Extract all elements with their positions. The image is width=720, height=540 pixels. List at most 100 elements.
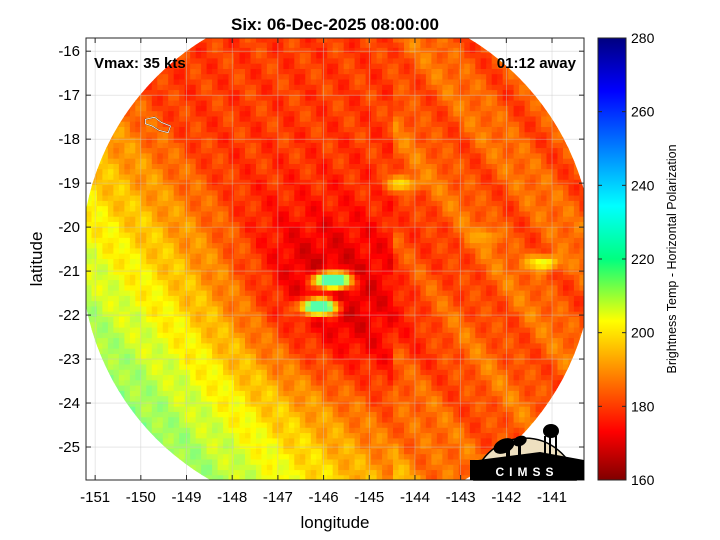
heatmap-cell (327, 400, 334, 407)
heatmap-cell (190, 110, 197, 117)
heatmap-cell (135, 115, 142, 122)
heatmap-cell (250, 84, 257, 91)
heatmap-cell (321, 390, 328, 397)
heatmap-cell (294, 242, 301, 249)
heatmap-cell (354, 94, 361, 101)
heatmap-cell (409, 406, 416, 412)
heatmap-cell (349, 115, 356, 122)
heatmap-cell (404, 200, 411, 207)
heatmap-cell (234, 411, 241, 418)
heatmap-cell (436, 374, 443, 381)
heatmap-cell (256, 84, 263, 91)
heatmap-cell (250, 195, 257, 201)
heatmap-cell (212, 369, 219, 376)
heatmap-cell (376, 326, 383, 333)
heatmap-cell (332, 284, 339, 291)
heatmap-cell (349, 453, 356, 460)
heatmap-cell (140, 326, 147, 333)
heatmap-cell (146, 411, 153, 418)
heatmap-cell (256, 390, 263, 397)
heatmap-cell (305, 189, 312, 196)
heatmap-cell (168, 363, 175, 370)
heatmap-cell (425, 184, 432, 191)
heatmap-cell (277, 443, 284, 449)
heatmap-cell (310, 379, 317, 386)
heatmap-cell (354, 342, 361, 349)
heatmap-cell (179, 115, 186, 122)
heatmap-cell (371, 363, 378, 370)
heatmap-cell (228, 147, 235, 154)
heatmap-cell (425, 63, 432, 69)
heatmap-cell (354, 115, 361, 122)
heatmap-cell (354, 232, 361, 238)
heatmap-cell (404, 226, 411, 233)
heatmap-cell (371, 369, 378, 376)
heatmap-cell (266, 421, 273, 428)
heatmap-cell (113, 184, 120, 191)
heatmap-cell (239, 411, 246, 418)
heatmap-cell (272, 142, 279, 149)
heatmap-cell (168, 342, 175, 349)
heatmap-cell (261, 200, 268, 207)
heatmap-cell (256, 232, 263, 238)
heatmap-cell (398, 316, 405, 323)
heatmap-cell (228, 295, 235, 302)
heatmap-cell (234, 437, 241, 444)
heatmap-cell (168, 121, 175, 127)
heatmap-cell (387, 147, 394, 154)
heatmap-cell (338, 443, 345, 449)
heatmap-cell (266, 458, 273, 465)
heatmap-cell (354, 337, 361, 344)
heatmap-cell (162, 195, 169, 201)
heatmap-cell (206, 205, 213, 212)
heatmap-cell (404, 411, 411, 418)
heatmap-cell (376, 263, 383, 270)
heatmap-cell (239, 416, 246, 423)
heatmap-cell (91, 210, 98, 217)
heatmap-cell (234, 337, 241, 344)
heatmap-cell (316, 226, 323, 233)
heatmap-cell (415, 247, 422, 254)
heatmap-cell (404, 453, 411, 460)
heatmap-cell (387, 195, 394, 201)
heatmap-cell (162, 305, 169, 312)
heatmap-cell (431, 469, 438, 476)
heatmap-cell (365, 305, 372, 312)
heatmap-cell (118, 121, 125, 127)
heatmap-cell (228, 105, 235, 112)
heatmap-cell (387, 400, 394, 407)
heatmap-cell (239, 163, 246, 170)
heatmap-cell (168, 390, 175, 397)
heatmap-cell (415, 274, 422, 281)
heatmap-cell (343, 142, 350, 149)
heatmap-cell (376, 432, 383, 439)
heatmap-cell (129, 137, 136, 143)
heatmap-cell (228, 68, 235, 75)
heatmap-cell (393, 163, 400, 170)
heatmap-cell (168, 395, 175, 402)
heatmap-cell (436, 406, 443, 412)
heatmap-cell (245, 284, 252, 291)
heatmap-cell (294, 253, 301, 259)
heatmap-cell (91, 295, 98, 302)
heatmap-cell (129, 152, 136, 159)
heatmap-cell (157, 311, 164, 317)
heatmap-cell (217, 258, 224, 265)
heatmap-cell (107, 358, 114, 365)
heatmap-cell (97, 210, 104, 217)
heatmap-cell (349, 374, 356, 381)
heatmap-cell (277, 52, 284, 59)
heatmap-cell (146, 253, 153, 259)
heatmap-cell (310, 94, 317, 101)
heatmap-cell (343, 205, 350, 212)
heatmap-cell (234, 406, 241, 412)
heatmap-cell (393, 332, 400, 339)
heatmap-cell (371, 189, 378, 196)
heatmap-cell (436, 469, 443, 476)
heatmap-cell (239, 184, 246, 191)
heatmap-cell (371, 121, 378, 127)
heatmap-cell (173, 369, 180, 376)
heatmap-cell (338, 131, 345, 138)
heatmap-cell (212, 326, 219, 333)
heatmap-cell (223, 137, 230, 143)
